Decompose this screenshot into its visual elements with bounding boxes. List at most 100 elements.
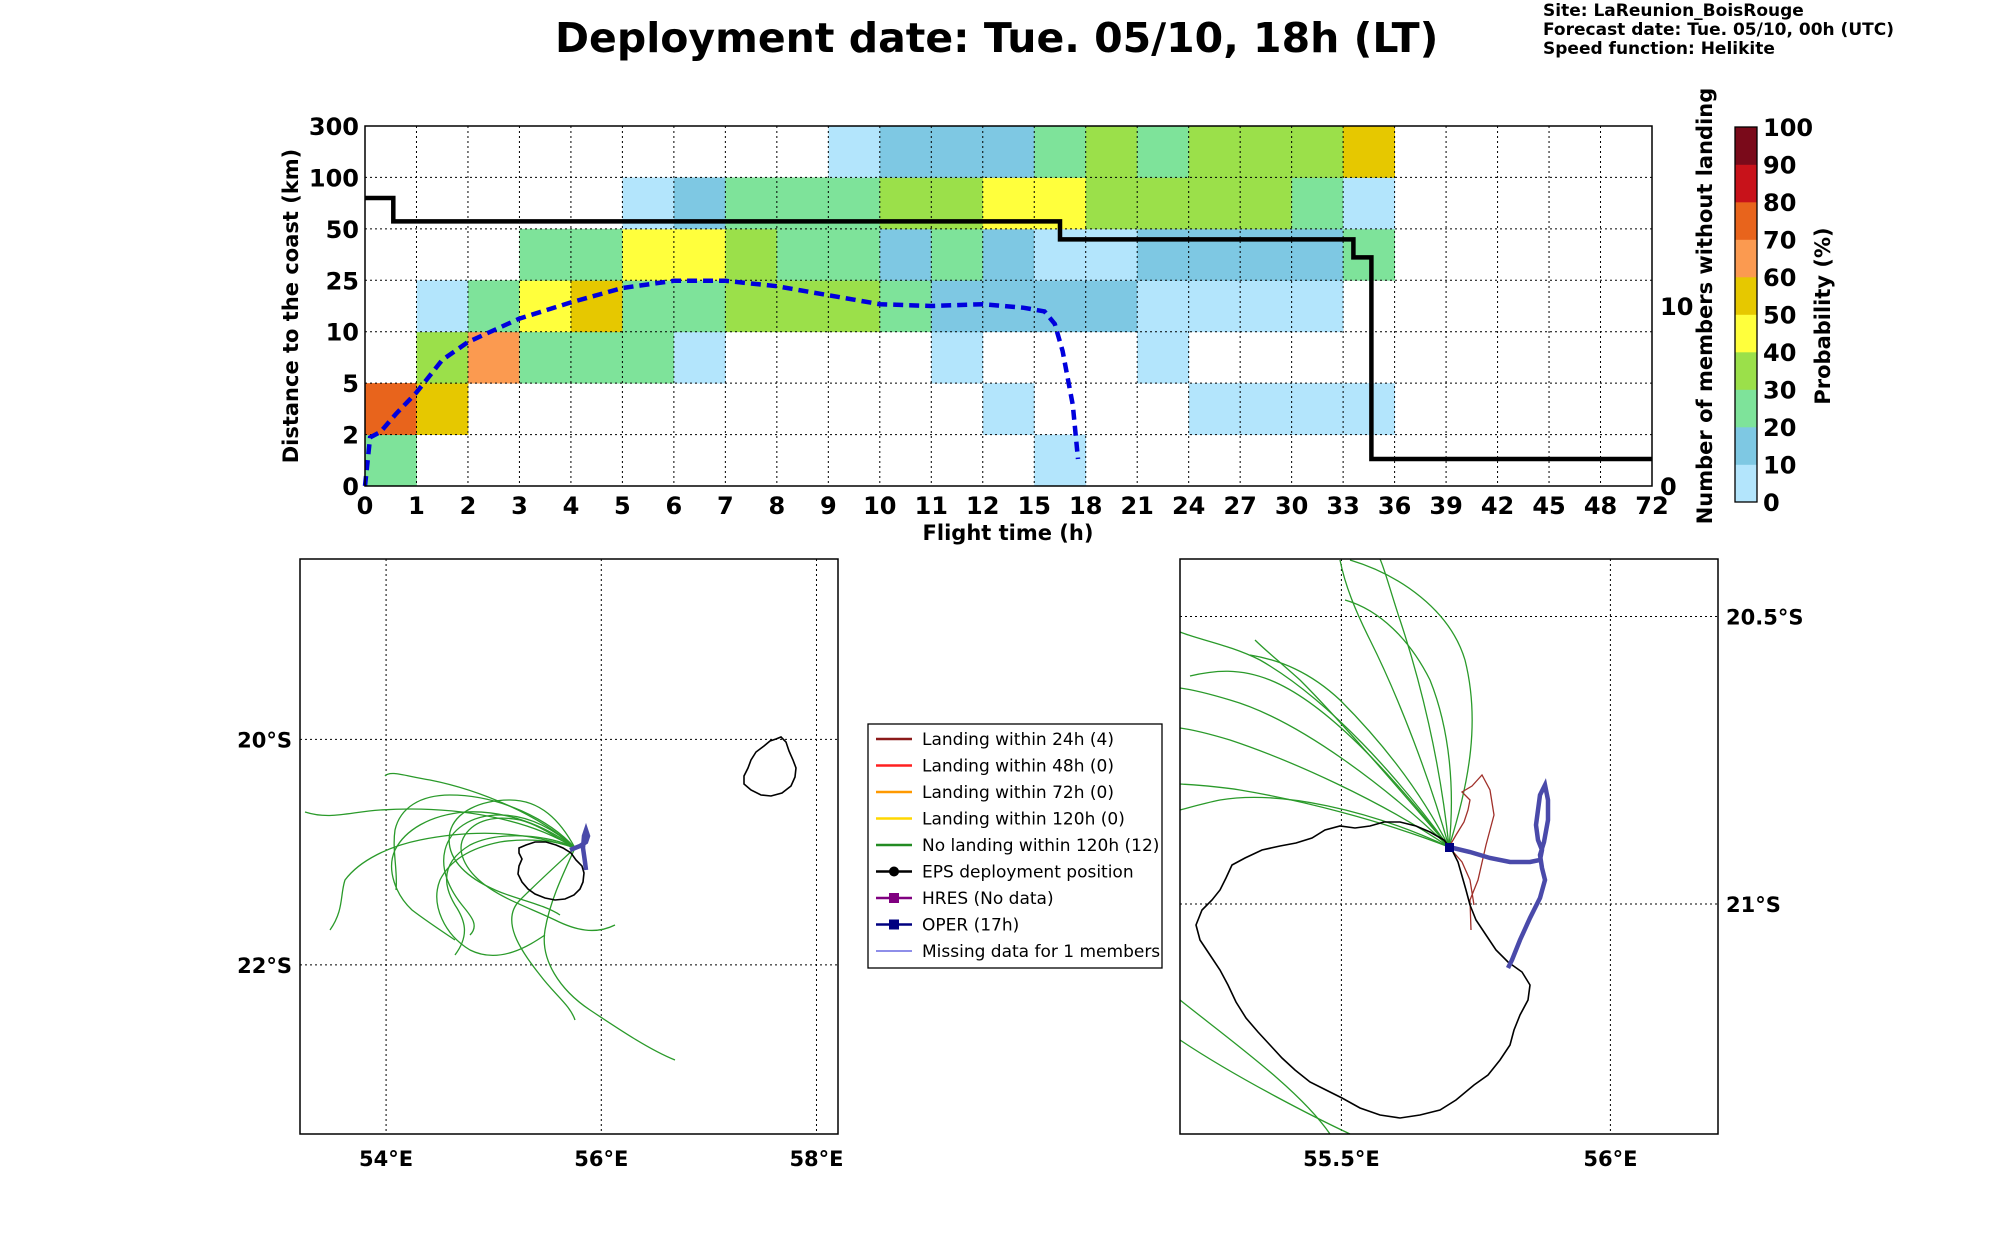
legend-entry: Missing data for 1 members [876,942,1160,962]
colorbar-bin [1735,464,1757,503]
colorbar-tick-label: 70 [1763,227,1796,255]
legend: Landing within 24h (4) Landing within 48h… [867,723,1163,969]
x-tick-label: 24 [1172,492,1205,520]
heatmap-cell [673,331,726,384]
x-tick-label: 42 [1481,492,1514,520]
zoom-map-frame [1179,558,1719,1135]
heatmap-cell [1188,383,1241,435]
legend-entry: No landing within 120h (12) [876,836,1159,856]
legend-label: OPER (17h) [922,916,1019,936]
legend-entry: Landing within 72h (0) [876,783,1114,803]
ensemble-track [384,772,576,849]
regional-map-frame [299,558,839,1135]
x-tick-label: 3 [511,492,528,520]
heatmap-cell [982,228,1035,281]
x-axis-ticks: 0 1 2 3 4 5 6 7 8 9 10 11 12 15 18 21 24 27 30 33 36 39 42 45 48… [357,492,1669,520]
legend-entry: HRES (No data) [876,889,1054,909]
map-x-tick-label: 55.5°E [1303,1147,1380,1171]
oper-track [569,822,591,871]
legend-entry: Landing within 24h (4) [876,730,1114,750]
heatmap-cell [1137,331,1190,384]
heatmap-cell [1188,280,1241,333]
regional-map-y-ticks: 20°S 22°S [237,728,292,977]
legend-label: HRES (No data) [922,889,1054,909]
heatmap-cell [879,280,932,333]
site-label: Site: LaReunion_BoisRouge [1543,1,1804,21]
heatmap-cell [519,331,572,384]
colorbar-bin [1735,352,1757,390]
heatmap-cell [1240,177,1293,230]
zoom-map-x-ticks: 55.5°E 56°E [1303,1147,1637,1171]
reunion-coastline-zoom [1195,821,1531,1119]
legend-label: EPS deployment position [922,863,1134,883]
forecast-info: Site: LaReunion_BoisRouge Forecast date:… [1543,2,1894,59]
y-tick-label: 50 [326,216,359,244]
heatmap-cell [1240,126,1293,178]
heatmap-cell [622,228,675,281]
map-x-tick-label: 54°E [359,1147,413,1171]
landing-24h-tracks [1448,773,1495,931]
colorbar-bin [1735,427,1757,465]
colorbar-tick-label: 50 [1763,302,1796,330]
page-title: Deployment date: Tue. 05/10, 18h (LT) [555,14,1439,62]
ensemble-track [1179,999,1331,1135]
members-without-landing-line [365,195,1652,462]
legend-label: Landing within 48h (0) [922,757,1114,777]
colorbar-tick-label: 90 [1763,152,1796,180]
heatmap-cell [1343,126,1395,178]
heatmap-cell [1034,280,1087,333]
x-tick-label: 5 [614,492,631,520]
speed-function-label: Speed function: Helikite [1543,39,1775,59]
heatmap-cell [1240,383,1293,435]
x-tick-label: 18 [1069,492,1102,520]
x-tick-label: 36 [1378,492,1411,520]
ensemble-track [448,799,576,916]
colorbar-bin [1735,127,1757,165]
heatmap-cell [1188,126,1241,178]
ensemble-track [391,811,576,941]
heatmap-cell [673,228,726,281]
map-y-tick-label: 21°S [1726,893,1781,917]
heatmap-cell [725,228,778,281]
colorbar-bin [1735,202,1757,240]
heatmap-cell [931,126,984,178]
y-tick-label: 0 [342,473,359,501]
map-x-tick-label: 58°E [789,1147,843,1171]
y-tick-label: 5 [342,370,359,398]
y-tick-label: 100 [309,164,359,192]
legend-label: Landing within 24h (4) [922,730,1114,750]
legend-label: Missing data for 1 members [922,942,1160,962]
ensemble-track [393,794,576,891]
heatmap-cell [931,228,984,281]
x-tick-label: 11 [915,492,948,520]
heatmap-cell [1291,383,1344,435]
legend-label: No landing within 120h (12) [922,836,1159,856]
ensemble-track [511,847,576,1021]
heatmap-cell [828,280,881,333]
heatmap-cell [1085,280,1138,333]
x-tick-label: 1 [408,492,425,520]
x-tick-label: 7 [717,492,734,520]
ensemble-track [1179,727,1450,848]
regional-map-gridlines [300,559,838,1134]
map-y-tick-label: 20.5°S [1726,606,1803,630]
heatmap-cell [1137,177,1190,230]
legend-entry: Landing within 48h (0) [876,757,1114,777]
colorbar-tick-label: 0 [1763,489,1780,517]
colorbar-tick-label: 40 [1763,339,1796,367]
colorbar-bin [1735,314,1757,353]
x-tick-label: 33 [1326,492,1359,520]
colorbar-label: Probability (%) [1811,227,1835,404]
heatmap-cell [1085,126,1138,178]
heatmap-cell [725,280,778,333]
colorbar-bin [1735,239,1757,278]
heatmap-cell [982,383,1035,435]
heatmap-cell [1137,228,1190,281]
legend-entry: Landing within 120h (0) [876,810,1125,830]
legend-entry: EPS deployment position [876,863,1134,883]
heatmap-cell [1291,126,1344,178]
regional-map-x-ticks: 54°E 56°E 58°E [359,1147,843,1171]
heatmap-cell [673,280,726,333]
regional-map: 54°E 56°E 58°E 20°S 22°S [237,558,844,1171]
ensemble-track [1339,559,1450,848]
